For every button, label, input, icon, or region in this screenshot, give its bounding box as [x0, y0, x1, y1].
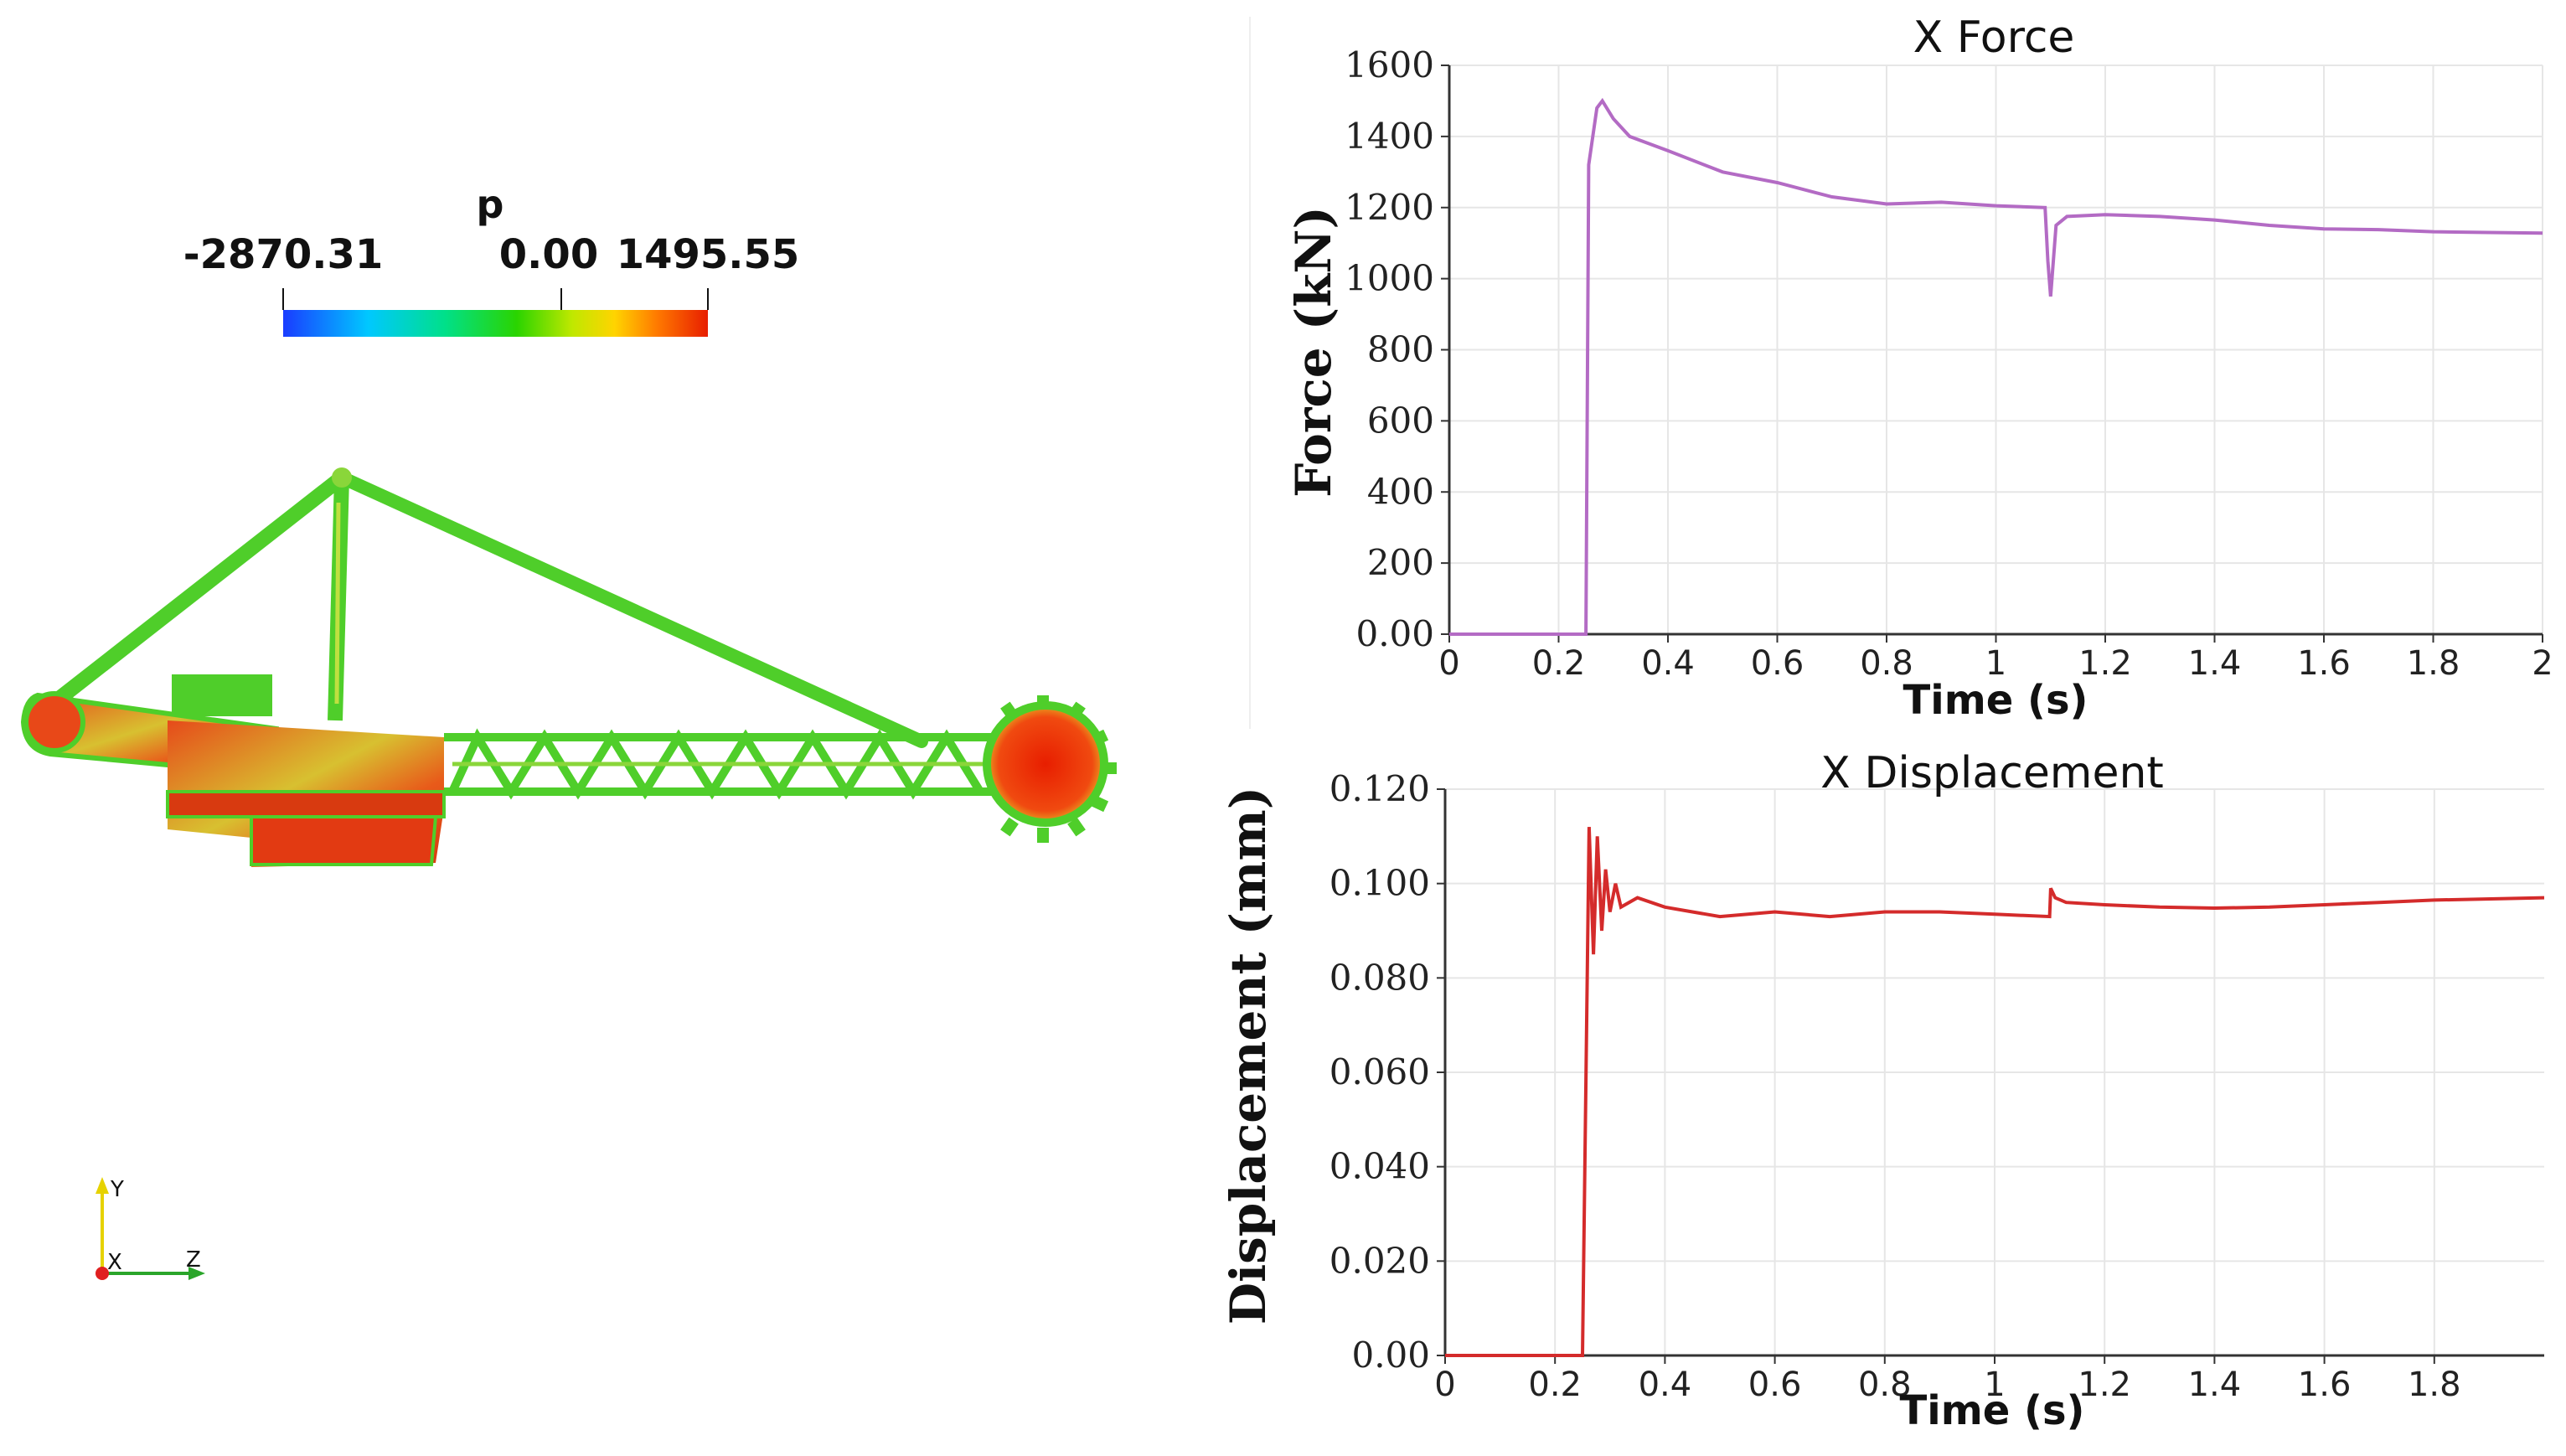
- force-series-line: [1449, 97, 2543, 636]
- force-x-tick-label: 1: [1985, 644, 2006, 683]
- x-axis-dot: [96, 1267, 109, 1280]
- disp-x-tick-label: 0: [1434, 1366, 1455, 1404]
- rear-stay: [34, 470, 349, 720]
- displacement-grid: [1444, 788, 2544, 1356]
- force-x-ticks: 0 0.2 0.4 0.6 0.8 1 1.2 1.4 1.6 1.8 2: [1438, 634, 2553, 683]
- deck: [166, 790, 446, 818]
- mast-highlight: [334, 502, 341, 705]
- force-x-tick-label: 1.8: [2407, 644, 2460, 683]
- force-y-axis-label: Force (kN): [1285, 206, 1342, 498]
- disp-x-tick-label: 1.2: [2078, 1366, 2131, 1404]
- force-x-tick-label: 1.2: [2078, 644, 2132, 683]
- disp-y-tick-label: 0.020: [1329, 1240, 1430, 1281]
- displacement-chart: 0 0.2 0.4 0.6 0.8 1 1.2 1.4 1.6 1.8 0.00 0.020 0.04…: [1220, 748, 2545, 1434]
- force-x-tick-label: 1.4: [2188, 644, 2242, 683]
- force-y-tick-label: 400: [1367, 471, 1434, 512]
- force-x-tick-label: 0.8: [1860, 644, 1913, 683]
- force-y-tick-label: 1200: [1345, 187, 1434, 228]
- orientation-axes: Y Z X: [96, 1177, 205, 1280]
- disp-y-tick-label: 0.120: [1329, 768, 1430, 809]
- displacement-series-line: [1445, 827, 2545, 1357]
- force-grid: [1448, 65, 2543, 635]
- front-stay: [335, 471, 928, 748]
- colorbar-min-label: -2870.31: [183, 231, 384, 278]
- displacement-y-axis-label: Displacement (mm): [1220, 787, 1277, 1324]
- force-y-tick-label: 1000: [1345, 258, 1434, 299]
- disp-y-tick-label: 0.080: [1329, 957, 1430, 998]
- disp-x-tick-label: 1: [1984, 1366, 2005, 1404]
- force-chart-title: X Force: [1913, 13, 2075, 63]
- disp-y-tick-label: 0.100: [1329, 863, 1430, 904]
- y-axis-label: Y: [110, 1177, 124, 1202]
- displacement-y-ticks: 0.00 0.020 0.040 0.060 0.080 0.100 0.120: [1329, 768, 1445, 1376]
- disp-x-tick-label: 1.8: [2408, 1366, 2461, 1404]
- force-y-tick-label: 1600: [1345, 44, 1434, 85]
- z-axis-arrow: [188, 1267, 205, 1280]
- force-y-tick-label: 1400: [1345, 116, 1434, 157]
- displacement-x-ticks: 0 0.2 0.4 0.6 0.8 1 1.2 1.4 1.6 1.8: [1434, 1355, 2461, 1404]
- cab: [172, 674, 272, 716]
- force-x-tick-label: 1.6: [2297, 644, 2351, 683]
- disp-x-tick-label: 1.6: [2298, 1366, 2352, 1404]
- counterweight-end: [23, 691, 85, 753]
- force-y-ticks: 0.00 200 400 600 800 1000 1200 1400 1600: [1345, 44, 1449, 654]
- colorbar-gradient: [283, 310, 708, 337]
- force-chart: 0 0.2 0.4 0.6 0.8 1 1.2 1.4 1.6 1.8 2 0.00 200 400 60…: [1249, 13, 2553, 729]
- y-axis-arrow: [96, 1177, 109, 1194]
- disp-y-tick-label: 0.00: [1351, 1335, 1430, 1376]
- simulation-view: p -2870.31 0.00 1495.55: [20, 182, 1117, 1280]
- disp-x-tick-label: 0.2: [1528, 1366, 1582, 1404]
- x-axis-label: X: [107, 1250, 122, 1275]
- disp-y-tick-label: 0.040: [1329, 1146, 1430, 1187]
- force-y-tick-label: 200: [1367, 542, 1434, 583]
- bucket-wheel: [983, 701, 1108, 827]
- force-y-tick-label: 800: [1367, 329, 1434, 370]
- force-x-tick-label: 0.6: [1751, 644, 1804, 683]
- colorbar-title: p: [477, 182, 504, 227]
- disp-x-tick-label: 0.8: [1858, 1366, 1912, 1404]
- disp-x-tick-label: 0.4: [1639, 1366, 1692, 1404]
- force-y-tick-label: 600: [1367, 400, 1434, 441]
- colorbar-max-label: 1495.55: [617, 231, 800, 278]
- force-x-tick-label: 0.4: [1641, 644, 1695, 683]
- displacement-chart-title: X Displacement: [1820, 748, 2164, 798]
- disp-x-tick-label: 1.4: [2188, 1366, 2242, 1404]
- colorbar: p -2870.31 0.00 1495.55: [183, 182, 800, 337]
- disp-y-tick-label: 0.060: [1329, 1051, 1430, 1092]
- base: [250, 815, 438, 866]
- force-x-tick-label: 0.2: [1532, 644, 1586, 683]
- force-y-tick-label: 0.00: [1355, 613, 1434, 654]
- lattice-boom: [444, 728, 993, 800]
- displacement-x-axis-label: Time (s): [1900, 1387, 2085, 1434]
- colorbar-mid-label: 0.00: [499, 231, 598, 278]
- force-x-tick-label: 0: [1438, 644, 1459, 683]
- mast-top: [332, 467, 352, 488]
- force-x-tick-label: 2: [2532, 644, 2553, 683]
- excavator-model: [20, 467, 1117, 867]
- z-axis-label: Z: [186, 1247, 201, 1273]
- force-x-axis-label: Time (s): [1903, 677, 2088, 724]
- disp-x-tick-label: 0.6: [1748, 1366, 1802, 1404]
